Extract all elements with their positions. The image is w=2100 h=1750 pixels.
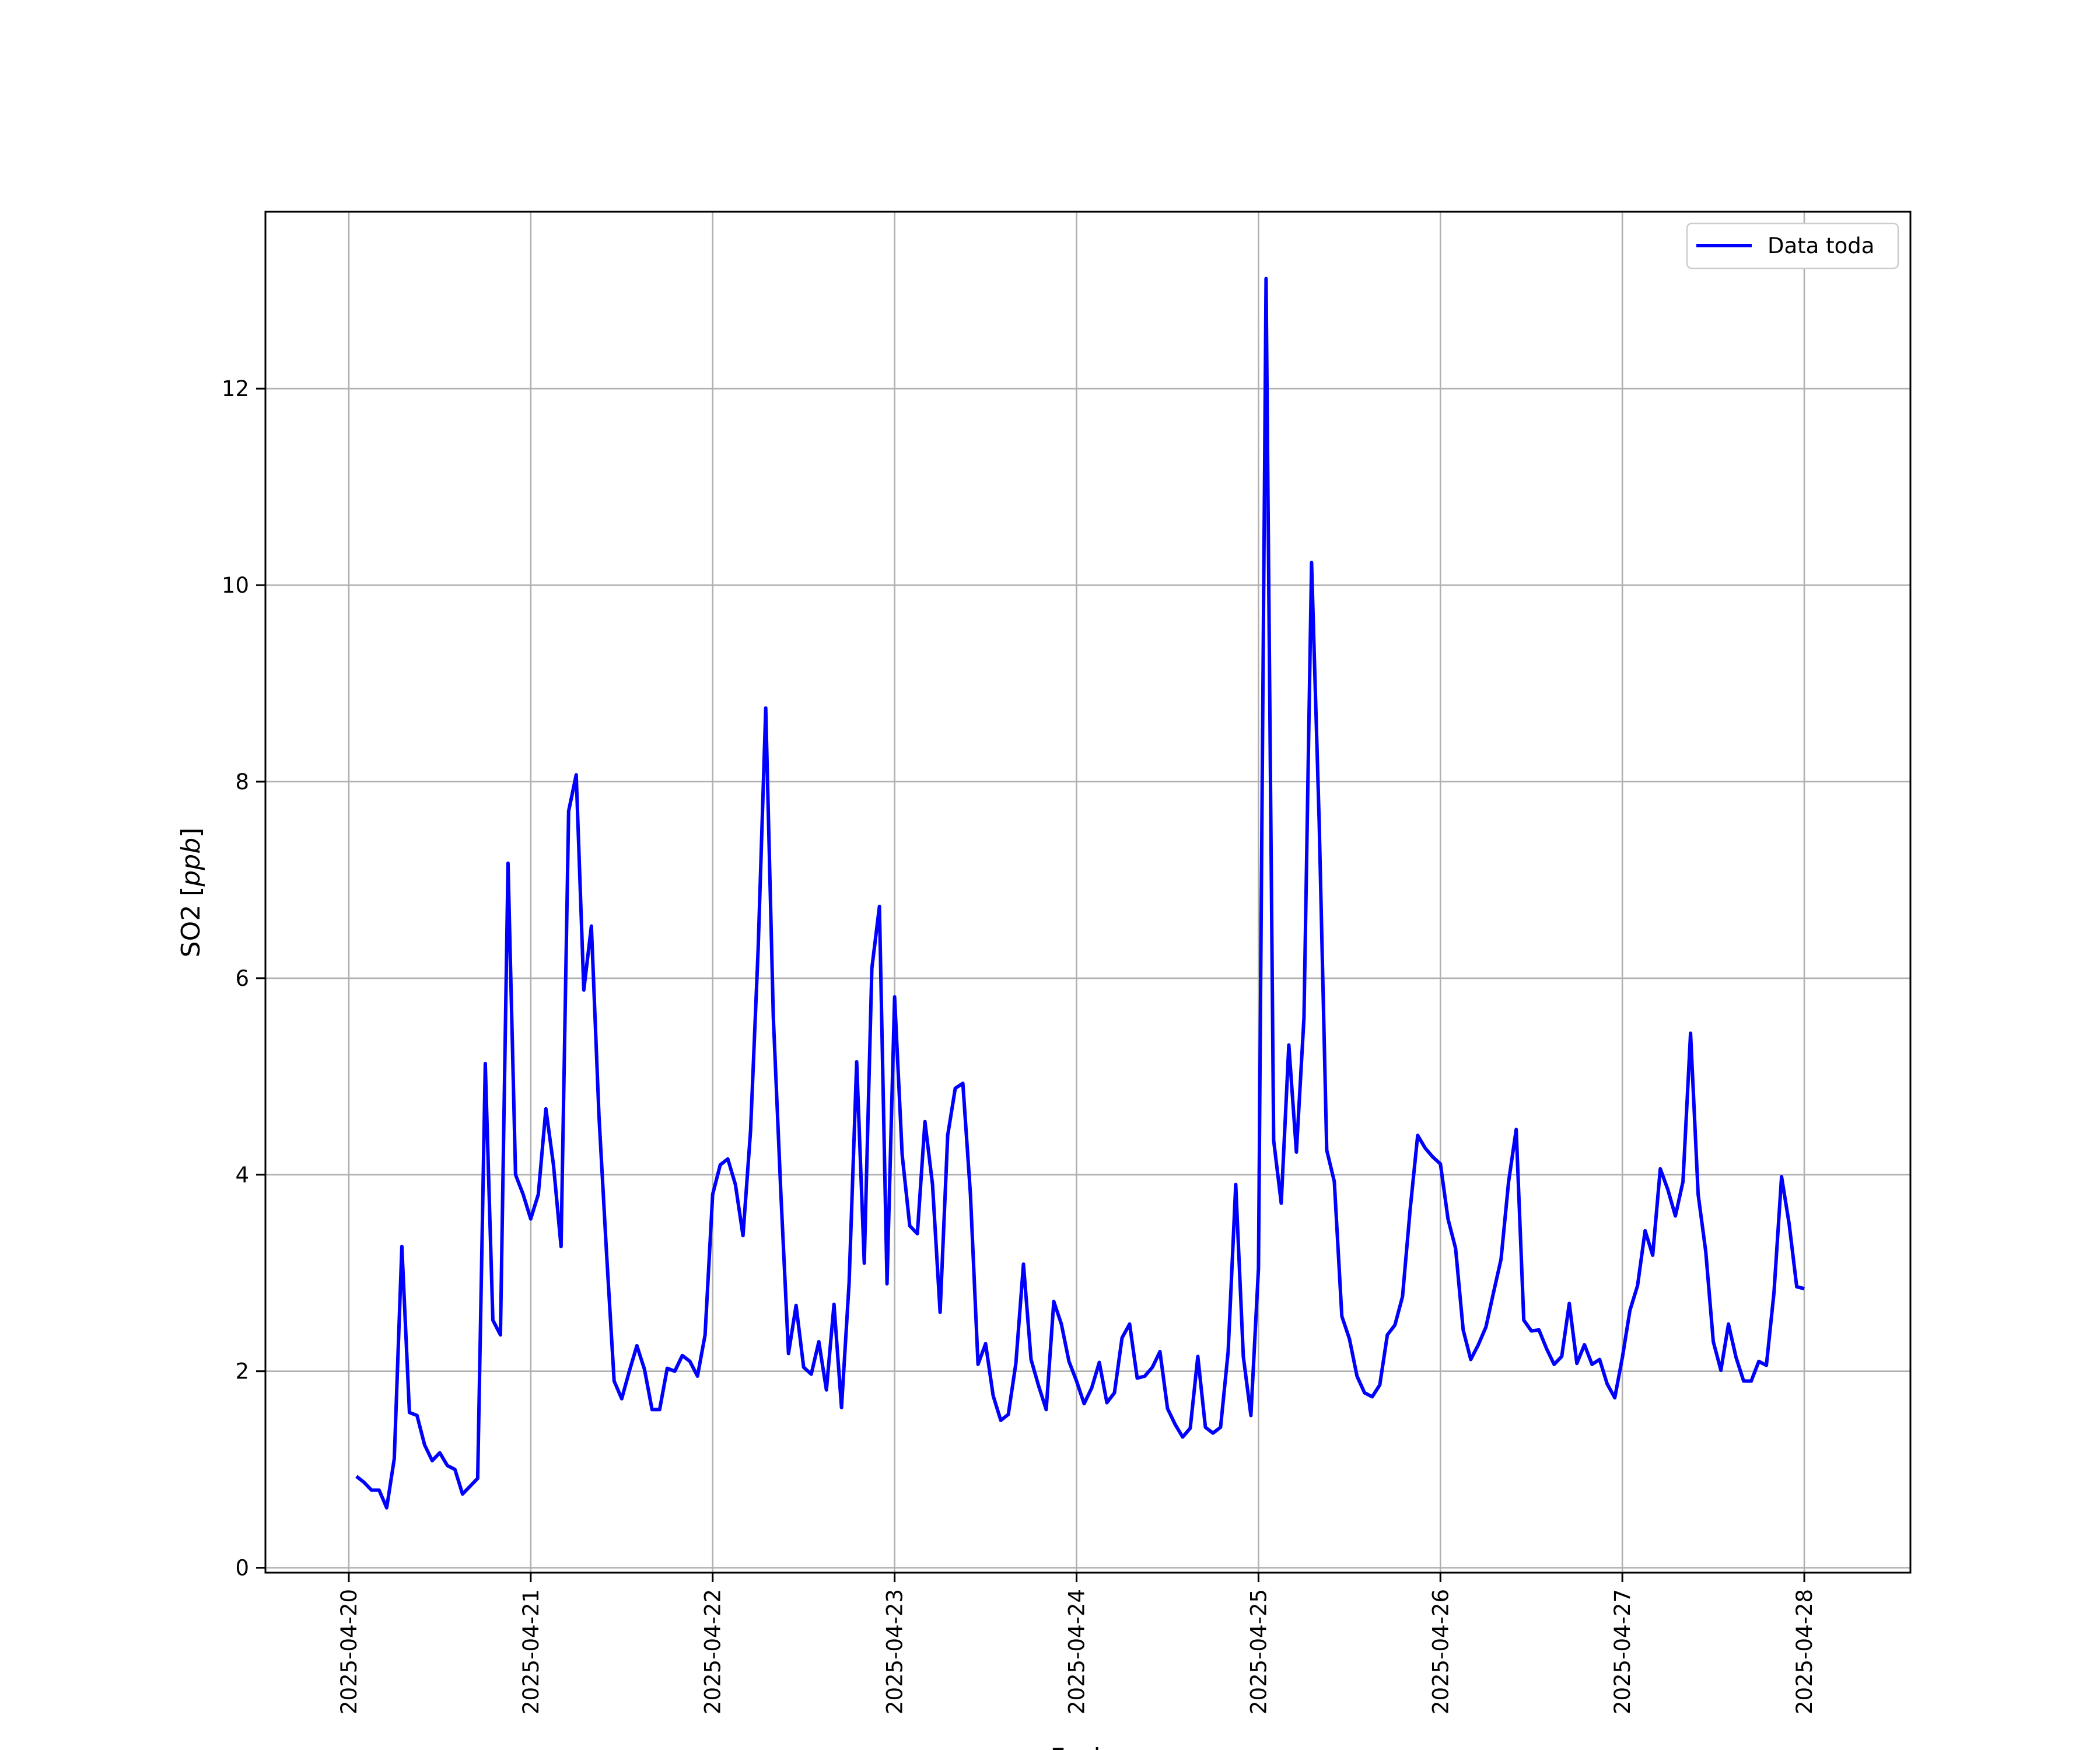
series-line-0 bbox=[355, 276, 1805, 1510]
x-tick-label: 2025-04-22 bbox=[701, 1589, 726, 1714]
y-axis-label: SO2 [ppb] bbox=[176, 828, 206, 958]
y-tick-label: 10 bbox=[222, 573, 249, 598]
y-axis-label-unit: ppb bbox=[176, 838, 206, 887]
y-axis-label-prefix: SO2 [ bbox=[176, 887, 206, 958]
y-tick-label: 0 bbox=[235, 1556, 249, 1581]
x-tick-label: 2025-04-28 bbox=[1792, 1589, 1817, 1714]
y-tick-label: 12 bbox=[222, 376, 249, 401]
y-tick-label: 8 bbox=[235, 769, 249, 794]
x-gridlines bbox=[348, 212, 1805, 1573]
y-tick-label: 4 bbox=[235, 1163, 249, 1188]
y-axis-label-suffix: ] bbox=[176, 828, 206, 838]
x-tick-label: 2025-04-20 bbox=[337, 1589, 362, 1714]
x-tick-label: 2025-04-23 bbox=[883, 1589, 908, 1714]
x-tick-label: 2025-04-27 bbox=[1610, 1589, 1635, 1714]
x-tick-label: 2025-04-24 bbox=[1065, 1589, 1090, 1714]
plot-frame bbox=[264, 211, 1912, 1574]
x-tick-label: 2025-04-25 bbox=[1246, 1589, 1271, 1714]
x-tick-label: 2025-04-26 bbox=[1428, 1589, 1453, 1714]
y-tick-label: 6 bbox=[235, 966, 249, 991]
legend: Data toda bbox=[1686, 222, 1899, 270]
x-axis-ticks: 2025-04-20 2025-04-21 2025-04-22 2025-04-23… bbox=[337, 1573, 1817, 1714]
x-axis-label: Fecha bbox=[1050, 1743, 1125, 1750]
series-layer bbox=[355, 276, 1805, 1510]
x-tick-label: 2025-04-21 bbox=[519, 1589, 544, 1714]
legend-label: Data toda bbox=[1768, 233, 1874, 258]
plot-area bbox=[265, 212, 1910, 1573]
y-axis-ticks: 0 2 4 6 8 10 12 bbox=[222, 376, 265, 1581]
legend-box bbox=[1686, 222, 1899, 270]
y-tick-label: 2 bbox=[235, 1359, 249, 1384]
